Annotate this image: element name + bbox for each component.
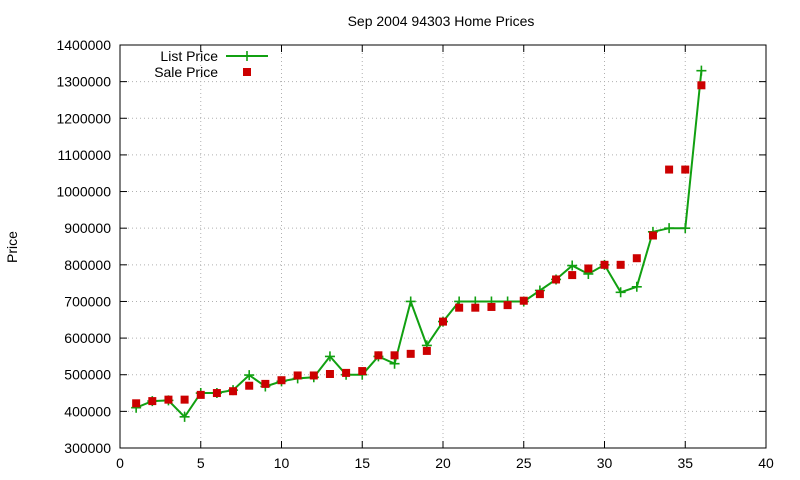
data-point [519, 296, 528, 305]
x-tick-label: 5 [197, 455, 205, 471]
data-point [293, 371, 302, 380]
data-point [503, 301, 512, 310]
data-point [229, 387, 238, 396]
data-point [616, 260, 625, 269]
data-point [358, 367, 367, 376]
y-tick-label: 1200000 [56, 110, 111, 126]
data-point [244, 370, 255, 381]
x-tick-label: 25 [516, 455, 532, 471]
data-point [148, 397, 157, 406]
y-tick-label: 600000 [64, 330, 111, 346]
data-point [406, 349, 415, 358]
data-point [179, 411, 190, 422]
data-point [665, 165, 674, 174]
x-tick-label: 40 [758, 455, 774, 471]
data-point [309, 371, 318, 380]
data-point [164, 395, 173, 404]
data-point [632, 254, 641, 263]
data-point [180, 395, 189, 404]
data-point [568, 271, 577, 280]
data-point [552, 275, 561, 284]
data-point [132, 399, 141, 408]
data-point [664, 223, 675, 234]
data-point [696, 65, 707, 76]
legend-square-swatch [243, 68, 251, 76]
legend-plus-swatch [242, 51, 252, 61]
y-axis-label: Price [4, 231, 20, 263]
series-line [135, 70, 703, 419]
y-tick-label: 1300000 [56, 74, 111, 90]
chart-title: Sep 2004 94303 Home Prices [348, 13, 535, 29]
data-point [342, 368, 351, 377]
data-point [325, 369, 334, 378]
data-point [422, 346, 431, 355]
x-tick-label: 20 [435, 455, 451, 471]
data-point [405, 296, 416, 307]
data-point [455, 303, 464, 312]
y-tick-label: 1000000 [56, 184, 111, 200]
data-point [648, 231, 657, 240]
x-tick-label: 10 [274, 455, 290, 471]
x-tick-label: 0 [116, 455, 124, 471]
y-tick-label: 400000 [64, 403, 111, 419]
data-point [567, 260, 578, 271]
y-tick-label: 800000 [64, 257, 111, 273]
x-tick-label: 15 [354, 455, 370, 471]
y-tick-label: 900000 [64, 220, 111, 236]
data-point [390, 351, 399, 360]
data-point [487, 302, 496, 311]
series-list-price [131, 65, 707, 422]
data-point [680, 223, 691, 234]
y-tick-label: 1100000 [58, 147, 112, 163]
data-point [324, 351, 335, 362]
data-point [631, 281, 642, 292]
data-point [584, 264, 593, 273]
data-point [681, 165, 690, 174]
data-point [374, 351, 383, 360]
series-sale-price [132, 81, 706, 408]
legend-label: List Price [160, 48, 218, 64]
x-tick-label: 35 [677, 455, 693, 471]
data-point [535, 290, 544, 299]
data-point [471, 303, 480, 312]
data-point [389, 358, 400, 369]
data-point [196, 390, 205, 399]
data-point [261, 379, 270, 388]
plot-frame [119, 44, 767, 449]
data-point [439, 317, 447, 326]
series-layer [131, 65, 707, 422]
data-point [212, 389, 221, 398]
y-tick-label: 500000 [64, 367, 111, 383]
data-point [697, 81, 706, 90]
y-tick-label: 1400000 [56, 37, 111, 53]
data-point [600, 260, 609, 269]
data-point [615, 287, 626, 298]
grid [120, 45, 766, 448]
axis-ticks: 300000 400000 500000 600000 700000 800000 9000… [56, 37, 774, 471]
data-point [245, 381, 254, 390]
data-point [277, 376, 286, 385]
y-tick-label: 700000 [64, 293, 111, 309]
y-tick-label: 300000 [64, 440, 111, 456]
legend-label: Sale Price [154, 64, 218, 80]
x-tick-label: 30 [597, 455, 613, 471]
